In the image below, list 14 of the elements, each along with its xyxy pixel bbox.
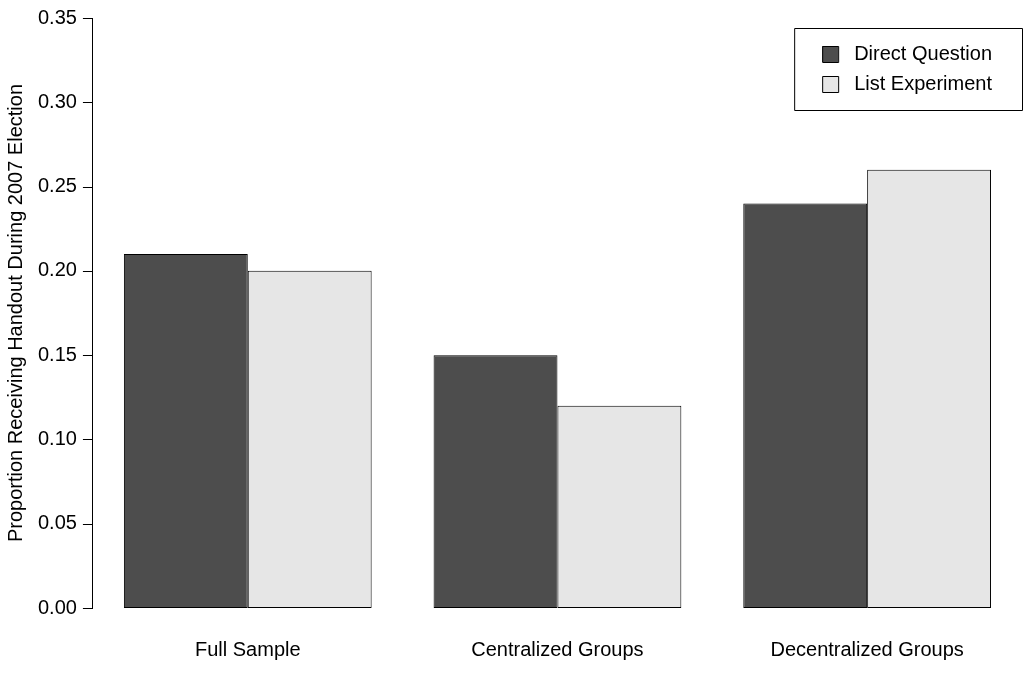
- y-axis-title: Proportion Receiving Handout During 2007 Election: [3, 83, 26, 543]
- y-tick-label: 0.10: [37, 426, 77, 449]
- x-tick-label: Centralized Groups: [471, 637, 644, 660]
- y-tick-label: 0.35: [37, 5, 77, 28]
- y-tick-label: 0.05: [37, 511, 77, 534]
- y-tick-label: 0.25: [37, 174, 77, 197]
- x-tick-label: Full Sample: [194, 637, 301, 660]
- y-tick-label: 0.15: [37, 342, 77, 365]
- y-tick-label: 0.00: [37, 595, 77, 618]
- legend-label: Direct Question: [854, 41, 993, 64]
- x-tick-label: Decentralized Groups: [770, 637, 964, 660]
- y-tick-label: 0.20: [37, 258, 77, 281]
- y-tick-label: 0.30: [37, 89, 77, 112]
- legend-label: List Experiment: [854, 71, 993, 94]
